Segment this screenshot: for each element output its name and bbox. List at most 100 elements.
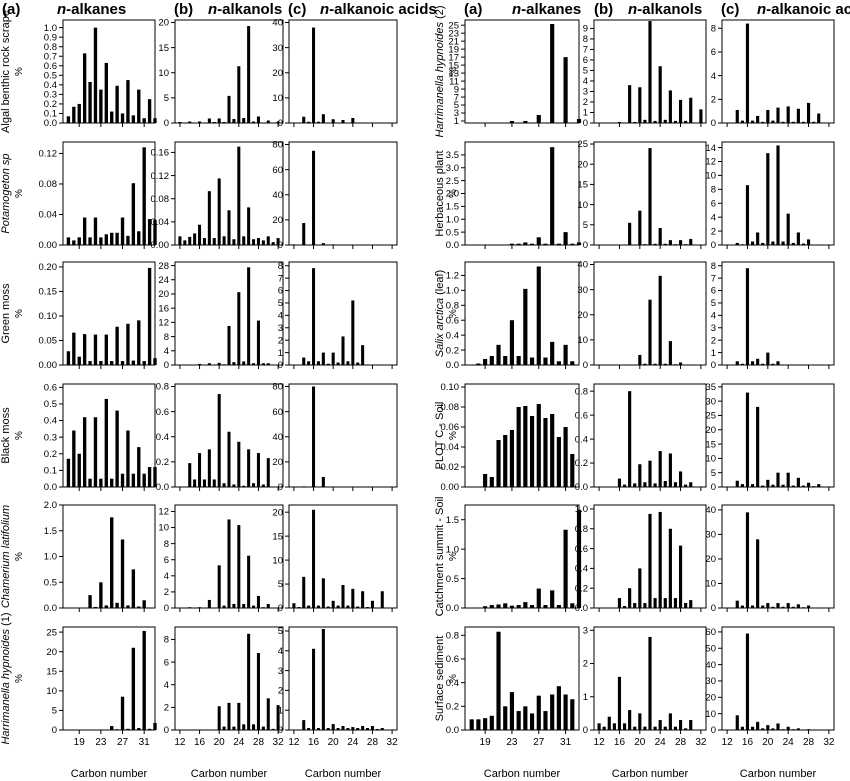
y-tick-label: 0.0 bbox=[446, 603, 459, 614]
bar bbox=[331, 352, 335, 365]
bar bbox=[256, 320, 260, 365]
bar bbox=[663, 726, 667, 730]
x-tick-label: 16 bbox=[614, 737, 626, 748]
bar bbox=[126, 430, 130, 487]
bar bbox=[786, 472, 790, 487]
sample-label: Green moss bbox=[0, 283, 12, 343]
column-header-title: n-alkanes bbox=[57, 1, 126, 18]
bar bbox=[622, 606, 627, 608]
y-tick-label: 2 bbox=[711, 95, 716, 106]
bar bbox=[66, 351, 71, 365]
bar bbox=[93, 606, 98, 608]
bar bbox=[302, 223, 306, 245]
bar bbox=[543, 357, 548, 365]
x-tick-label: 23 bbox=[95, 737, 107, 748]
bar bbox=[796, 108, 800, 123]
bar bbox=[791, 242, 795, 245]
y-tick-label: 0.0 bbox=[575, 482, 588, 493]
bar bbox=[266, 236, 270, 245]
y-tick-label: 10 bbox=[158, 523, 169, 534]
y-tick-label: 0.0 bbox=[44, 482, 57, 493]
bar bbox=[563, 427, 568, 487]
bar bbox=[361, 591, 365, 608]
y-tick-label: 3.5 bbox=[446, 150, 459, 161]
y-tick-label: 12 bbox=[158, 507, 169, 518]
y-tick-label: 0.3 bbox=[44, 90, 57, 101]
bar bbox=[812, 486, 816, 487]
bar bbox=[131, 115, 136, 123]
bar bbox=[366, 728, 370, 730]
bar bbox=[648, 636, 652, 730]
y-axis-label: % bbox=[448, 189, 459, 198]
column-header-title: n-alkanoic acids bbox=[757, 1, 850, 18]
bar bbox=[556, 437, 561, 487]
bar bbox=[242, 361, 246, 365]
bar bbox=[776, 361, 780, 365]
bar bbox=[336, 362, 340, 365]
bar bbox=[550, 694, 555, 730]
panel-green-moss-acids: 01 234 56 78 bbox=[278, 261, 398, 371]
bar bbox=[153, 219, 157, 245]
y-tick-label: 1 bbox=[583, 692, 588, 703]
bar bbox=[678, 471, 683, 487]
bar bbox=[529, 713, 535, 730]
y-tick-label: 80 bbox=[272, 382, 283, 393]
y-tick-label: 5 bbox=[711, 298, 716, 309]
bar bbox=[104, 334, 108, 365]
bar bbox=[115, 326, 119, 365]
bar bbox=[261, 726, 265, 730]
y-tick-label: 10 bbox=[705, 579, 716, 590]
y-tick-label: 0.00 bbox=[441, 482, 460, 493]
y-tick-label: 1 bbox=[278, 705, 283, 716]
bar bbox=[193, 479, 197, 487]
y-tick-label: 0 bbox=[52, 725, 57, 736]
bar bbox=[242, 117, 246, 123]
bar bbox=[202, 238, 206, 245]
bar bbox=[366, 607, 370, 608]
y-tick-label: 0.6 bbox=[575, 410, 588, 421]
bar bbox=[570, 699, 575, 730]
bar bbox=[648, 299, 652, 365]
bar bbox=[678, 240, 683, 245]
bar bbox=[617, 121, 622, 123]
plot-frame bbox=[721, 626, 835, 731]
bar bbox=[668, 341, 672, 365]
y-tick-label: 8 bbox=[711, 261, 716, 272]
panel-green-moss-alkanes: 0.00 0.05 0.10 0.15 0.20 Green moss% bbox=[0, 261, 157, 371]
y-tick-label: 40 bbox=[272, 190, 283, 201]
y-tick-label: 2 bbox=[711, 335, 716, 346]
bar bbox=[222, 364, 226, 365]
bar bbox=[356, 728, 360, 730]
bar bbox=[556, 686, 561, 730]
y-tick-label: 0.8 bbox=[156, 382, 169, 393]
bar bbox=[745, 512, 750, 608]
column-header-letter: (b) bbox=[594, 1, 613, 18]
panel-plot-c-soil-alkanes: 0.00 0.02 0.04 0.06 0.08 0.10 PLOT C - Soil% bbox=[434, 382, 580, 493]
plot-frame bbox=[721, 19, 835, 124]
bar bbox=[740, 605, 744, 608]
bar bbox=[307, 121, 311, 123]
bar bbox=[745, 633, 750, 730]
x-tick-label: 27 bbox=[533, 737, 545, 748]
panel-catchment-summit-soil-alkanols: 0.0 0.2 0.4 0.6 0.8 1.0 bbox=[575, 504, 707, 614]
bar bbox=[115, 729, 119, 730]
y-tick-label: 0.00 bbox=[39, 360, 58, 371]
bar bbox=[550, 341, 555, 365]
bar bbox=[247, 26, 251, 124]
bar bbox=[93, 417, 98, 487]
x-tick-label: 12 bbox=[288, 737, 300, 748]
bar bbox=[142, 473, 146, 487]
bar bbox=[638, 87, 642, 123]
bar bbox=[673, 244, 678, 245]
bar bbox=[297, 607, 301, 608]
bar bbox=[643, 119, 647, 123]
x-tick-label: 31 bbox=[139, 737, 151, 748]
y-tick-label: 8 bbox=[711, 185, 716, 196]
x-axis-label: Carbon number bbox=[612, 768, 689, 780]
bar bbox=[648, 460, 652, 487]
bar bbox=[543, 605, 548, 608]
x-tick-label: 24 bbox=[347, 737, 359, 748]
bar bbox=[516, 243, 521, 245]
panel-black-moss-alkanes: 0.0 0.1 0.2 0.3 0.4 0.5 0.6 Black moss% bbox=[0, 383, 157, 493]
